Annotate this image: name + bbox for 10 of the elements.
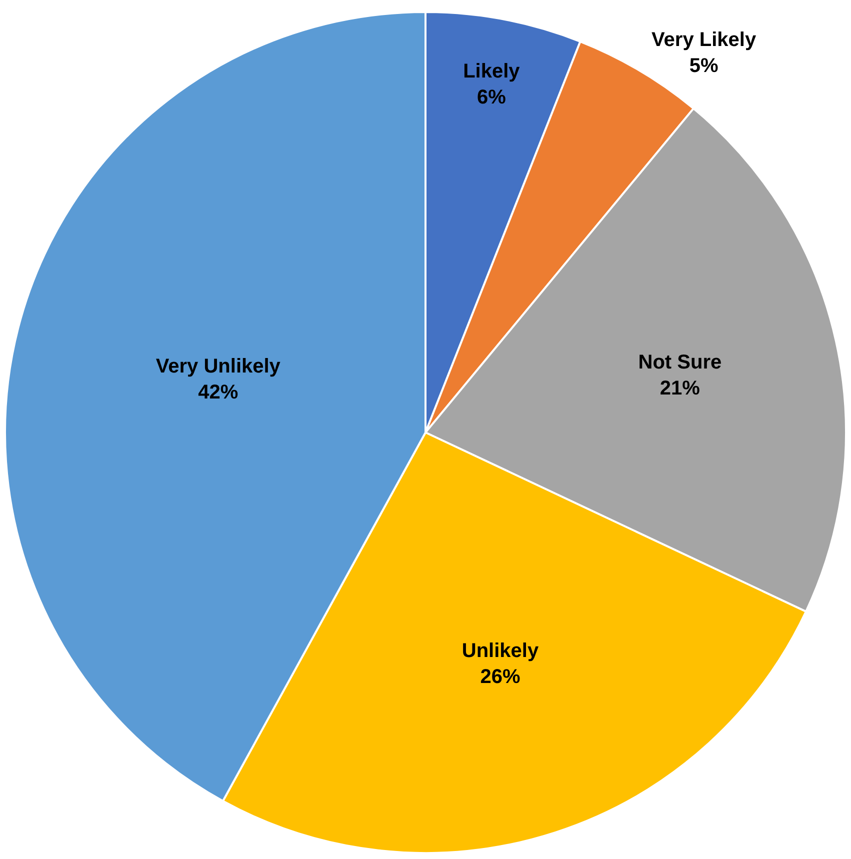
data-label: 5% [689,54,718,77]
data-label: 26% [480,666,520,688]
slice-label: Not Sure [638,352,722,374]
data-label: 42% [198,381,238,404]
slice-label: Unlikely [462,640,540,662]
slice-label: Very Likely [652,28,757,51]
slice-label: Likely [463,60,521,83]
data-label: 21% [660,378,700,400]
slice-label: Very Unlikely [156,355,282,378]
data-label: 6% [476,86,506,109]
